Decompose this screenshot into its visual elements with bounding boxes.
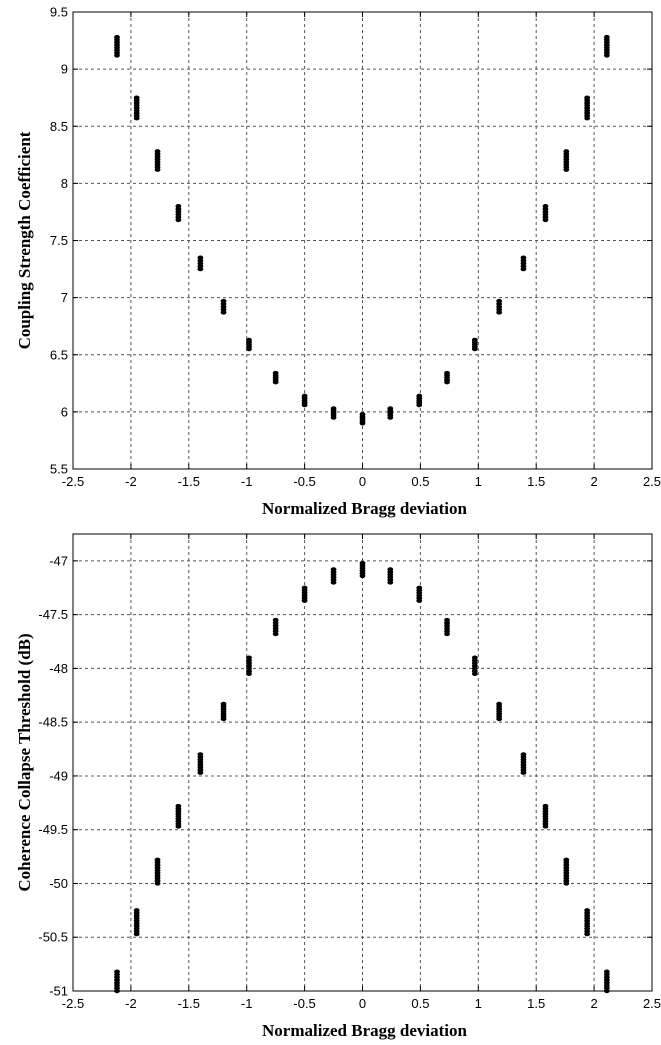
- x-tick-label: -0.5: [293, 996, 315, 1011]
- y-tick-label: 8.5: [50, 119, 68, 134]
- x-tick-label: -2: [125, 474, 137, 489]
- x-tick-label: -2: [125, 996, 137, 1011]
- data-point: [220, 716, 227, 722]
- data-point: [330, 415, 337, 420]
- data-point: [359, 573, 366, 579]
- data-point: [520, 266, 527, 272]
- data-point: [154, 167, 161, 172]
- x-tick-label: 1.5: [527, 474, 545, 489]
- data-point: [542, 217, 549, 223]
- y-tick-label: 8: [61, 176, 68, 191]
- x-tick-label: 2.5: [643, 474, 661, 489]
- data-point: [520, 770, 527, 775]
- plot-frame: [72, 533, 653, 992]
- y-axis-label: Coupling Strength Coefficient: [15, 131, 34, 349]
- y-tick-label: 6: [61, 404, 68, 419]
- data-point: [301, 402, 308, 408]
- y-tick-label: -47: [49, 553, 68, 568]
- data-point: [603, 53, 610, 58]
- data-point: [246, 671, 252, 676]
- x-tick-label: -1: [241, 996, 253, 1011]
- data-point: [387, 415, 394, 420]
- data-point: [471, 671, 478, 676]
- y-tick-label: -48: [49, 661, 68, 676]
- data-point: [197, 266, 204, 272]
- data-point: [416, 598, 423, 603]
- y-tick-label: 9.5: [50, 5, 68, 20]
- x-tick-label: -0.5: [293, 474, 315, 489]
- y-tick-label: -47.5: [38, 607, 68, 622]
- x-tick-label: 1.5: [527, 996, 545, 1011]
- y-tick-label: 6.5: [50, 347, 68, 362]
- y-tick-label: 7: [61, 290, 68, 305]
- x-tick-label: -1: [241, 474, 253, 489]
- coupling-strength-panel: -2.5 -2 -1.5 -1 -0.5 0 0.5 1 1.5 2 2.5 5.5 6 6.5 7 7.5 8…: [15, 5, 661, 519]
- data-point: [154, 881, 161, 886]
- data-point: [114, 53, 120, 58]
- x-tick-label: 0.5: [411, 996, 429, 1011]
- y-axis-label: Coherence Collapse Threshold (dB): [15, 633, 34, 891]
- x-tick-label: 0: [359, 474, 366, 489]
- y-tick-label: -50.5: [38, 930, 68, 945]
- x-tick-label: 2: [590, 996, 597, 1011]
- data-point: [584, 931, 591, 937]
- data-point: [584, 116, 591, 121]
- x-tick-label: -1.5: [178, 474, 200, 489]
- data-point: [175, 824, 182, 829]
- x-axis-label: Normalized Bragg deviation: [262, 1021, 467, 1040]
- data-point: [416, 402, 423, 408]
- data-point: [444, 631, 450, 637]
- data-point: [496, 716, 503, 722]
- data-point: [496, 310, 503, 315]
- x-axis-label: Normalized Bragg deviation: [262, 499, 467, 518]
- x-tick-label: 1: [475, 474, 482, 489]
- x-tick-label: 2: [590, 474, 597, 489]
- y-tick-label: 5.5: [50, 462, 68, 477]
- x-tick-label: -2.5: [62, 474, 84, 489]
- data-point: [301, 598, 308, 603]
- x-tick-label: 0.5: [411, 474, 429, 489]
- y-tick-label: -50: [49, 876, 68, 891]
- data-point: [330, 580, 337, 585]
- coherence-collapse-panel: -2.5 -2 -1.5 -1 -0.5 0 0.5 1 1.5 2 2.5 -47 -47.5 -48 -…: [15, 533, 661, 1040]
- data-point: [133, 116, 140, 121]
- data-point: [359, 421, 366, 426]
- x-tick-label: 0: [359, 996, 366, 1011]
- plot-frame: [72, 11, 653, 470]
- x-tick-label: 2.5: [643, 996, 661, 1011]
- data-point: [471, 346, 478, 352]
- data-point: [387, 580, 394, 585]
- data-point: [175, 217, 182, 223]
- data-point: [272, 379, 279, 385]
- data-point: [197, 770, 204, 775]
- x-tick-label: 1: [475, 996, 482, 1011]
- data-point: [542, 824, 549, 829]
- y-tick-label: -49.5: [38, 822, 68, 837]
- data-point: [133, 931, 140, 937]
- y-tick-label: 7.5: [50, 233, 68, 248]
- data-point: [246, 346, 252, 352]
- x-tick-label: -1.5: [178, 996, 200, 1011]
- y-tick-label: 9: [61, 62, 68, 77]
- data-point: [563, 167, 570, 172]
- x-tick-label: -2.5: [62, 996, 84, 1011]
- y-tick-label: -51: [49, 984, 68, 999]
- data-point: [220, 310, 227, 315]
- data-point: [272, 631, 279, 637]
- data-point: [444, 379, 450, 385]
- y-tick-label: -48.5: [38, 715, 68, 730]
- data-point: [563, 881, 570, 886]
- y-tick-label: -49: [49, 768, 68, 783]
